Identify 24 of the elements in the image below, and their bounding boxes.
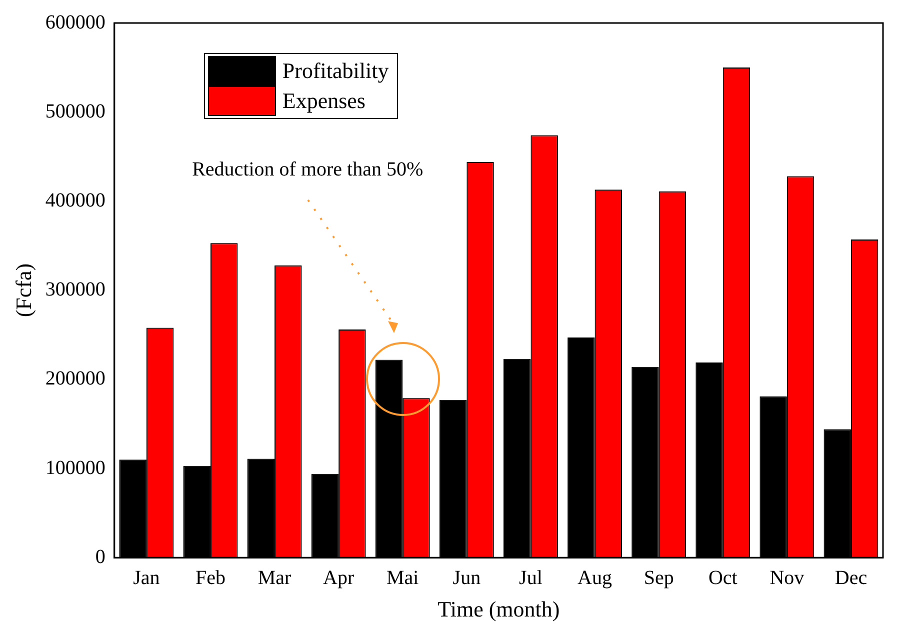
x-tick-label: Mar: [258, 566, 292, 589]
x-axis-title: Time (month): [438, 596, 560, 622]
y-tick-label: 500000: [45, 100, 106, 122]
y-axis-title: (Fcfa): [10, 263, 36, 318]
x-tick-label: Feb: [195, 566, 226, 589]
y-tick-label: 100000: [45, 456, 106, 479]
y-tick-label: 300000: [45, 278, 106, 301]
x-tick-label: Nov: [770, 566, 804, 589]
y-tick-label: 400000: [45, 189, 106, 212]
x-tick-label: Oct: [708, 566, 738, 589]
x-tick-label: Jul: [519, 566, 543, 589]
x-tick-label: Jan: [133, 566, 160, 589]
x-tick-label: Apr: [323, 566, 354, 589]
x-tick-label: Sep: [644, 566, 674, 589]
x-tick-label: Dec: [834, 566, 868, 589]
y-tick-label: 600000: [45, 11, 106, 34]
x-tick-label: Jun: [452, 566, 481, 589]
x-tick-label: Aug: [578, 566, 612, 589]
annotation: Reduction of more than 50%: [192, 158, 424, 180]
legend-label: Profitability: [282, 57, 389, 85]
legend-label: Expenses: [282, 87, 366, 115]
x-tick-label: Mai: [386, 566, 420, 589]
y-tick-label: 200000: [45, 368, 106, 390]
y-tick-label: 0: [95, 546, 106, 568]
